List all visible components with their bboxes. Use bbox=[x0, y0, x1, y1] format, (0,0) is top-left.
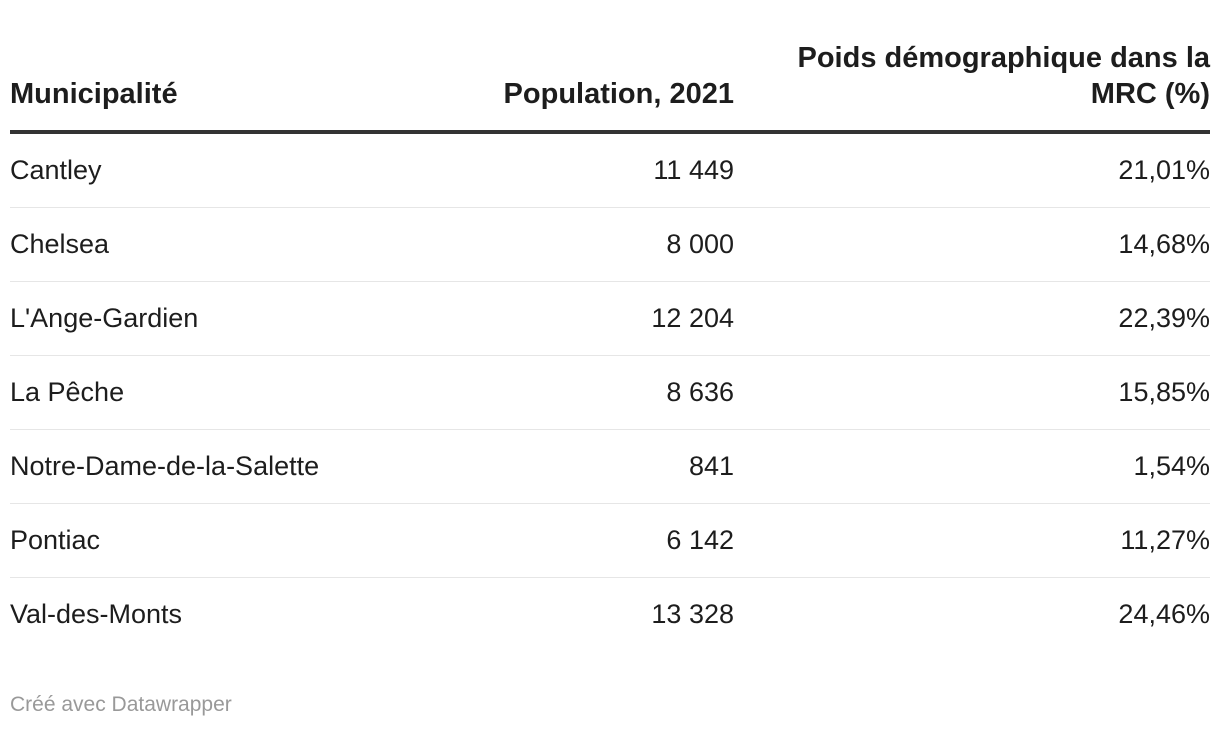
cell-municipalite: Notre-Dame-de-la-Salette bbox=[10, 429, 410, 504]
cell-population: 11 449 bbox=[410, 132, 734, 208]
table-header: Municipalité Population, 2021 Poids démo… bbox=[10, 40, 1210, 134]
header-municipalite[interactable]: Municipalité bbox=[10, 40, 410, 134]
table-row: Chelsea 8 000 14,68% bbox=[10, 207, 1210, 282]
table-row: Val-des-Monts 13 328 24,46% bbox=[10, 578, 1210, 652]
header-population[interactable]: Population, 2021 bbox=[410, 40, 734, 134]
table-body: Cantley 11 449 21,01% Chelsea 8 000 14,6… bbox=[10, 132, 1210, 651]
cell-poids: 15,85% bbox=[734, 355, 1210, 430]
cell-poids: 1,54% bbox=[734, 429, 1210, 504]
cell-municipalite: Chelsea bbox=[10, 207, 410, 282]
header-row: Municipalité Population, 2021 Poids démo… bbox=[10, 40, 1210, 134]
cell-poids: 21,01% bbox=[734, 132, 1210, 208]
table-row: La Pêche 8 636 15,85% bbox=[10, 355, 1210, 430]
header-poids[interactable]: Poids démographique dans la MRC (%) bbox=[734, 40, 1210, 134]
table-row: L'Ange-Gardien 12 204 22,39% bbox=[10, 281, 1210, 356]
cell-municipalite: L'Ange-Gardien bbox=[10, 281, 410, 356]
cell-poids: 24,46% bbox=[1118, 599, 1210, 629]
cell-municipalite: La Pêche bbox=[10, 355, 410, 430]
cell-poids: 14,68% bbox=[734, 207, 1210, 282]
cell-municipalite: Cantley bbox=[10, 132, 410, 208]
cell-poids: 22,39% bbox=[734, 281, 1210, 356]
data-table: Municipalité Population, 2021 Poids démo… bbox=[10, 40, 1210, 651]
cell-population: 6 142 bbox=[410, 503, 734, 578]
table-row: Cantley 11 449 21,01% bbox=[10, 132, 1210, 208]
table-chart: Municipalité Population, 2021 Poids démo… bbox=[10, 0, 1210, 730]
cell-population: 8 000 bbox=[410, 207, 734, 282]
cell-population: 841 bbox=[410, 429, 734, 504]
cell-population: 13 328 bbox=[651, 599, 734, 629]
cell-poids: 11,27% bbox=[734, 503, 1210, 578]
cell-population: 12 204 bbox=[410, 281, 734, 356]
cell-population: 8 636 bbox=[410, 355, 734, 430]
table-row: Pontiac 6 142 11,27% bbox=[10, 503, 1210, 578]
table-row: Notre-Dame-de-la-Salette 841 1,54% bbox=[10, 429, 1210, 504]
cell-municipalite: Pontiac bbox=[10, 503, 410, 578]
cell-municipalite: Val-des-Monts bbox=[10, 599, 183, 629]
datawrapper-credit[interactable]: Créé avec Datawrapper bbox=[10, 693, 232, 716]
